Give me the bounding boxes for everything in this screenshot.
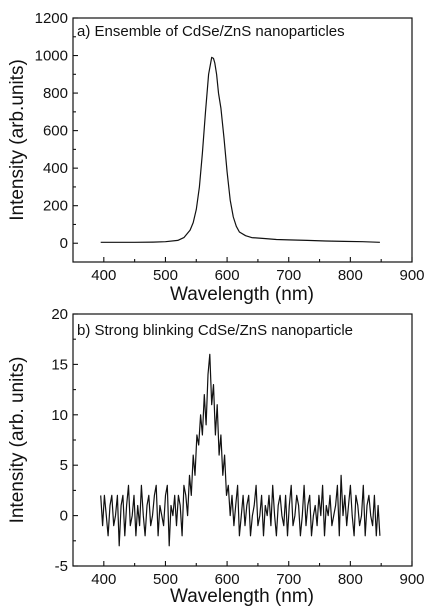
panel-b-y-tick-label: -5 bbox=[55, 558, 68, 575]
panel-a-title: a) Ensemble of CdSe/ZnS nanoparticles bbox=[77, 23, 345, 40]
panel-a-x-tick-label: 700 bbox=[276, 267, 301, 284]
panel-a-x-tick-label: 800 bbox=[338, 267, 363, 284]
panel-b-y-axis-title: Intensity (arb. units) bbox=[7, 357, 28, 524]
panel-a: a) Ensemble of CdSe/ZnS nanoparticles 40… bbox=[7, 10, 425, 305]
panel-a-spectrum-line bbox=[100, 56, 380, 243]
panel-b-x-tick-label: 700 bbox=[276, 571, 301, 588]
panel-a-y-axis-title: Intensity (arb.units) bbox=[7, 59, 28, 221]
panel-b-x-axis: 400 500 600 700 800 900 bbox=[91, 561, 425, 588]
panel-a-y-axis: 0 200 400 600 800 1000 1200 bbox=[35, 10, 78, 252]
panel-a-y-tick-label: 400 bbox=[43, 160, 68, 177]
panel-b-x-axis-title: Wavelength (nm) bbox=[170, 586, 314, 607]
panel-a-x-tick-label: 400 bbox=[91, 267, 116, 284]
panel-a-y-tick-label: 200 bbox=[43, 198, 68, 215]
panel-a-y-tick-label: 600 bbox=[43, 123, 68, 140]
panel-b: b) Strong blinking CdSe/ZnS nanoparticle… bbox=[7, 306, 425, 607]
panel-a-x-tick-label: 900 bbox=[399, 267, 424, 284]
panel-b-x-tick-label: 800 bbox=[338, 571, 363, 588]
panel-b-x-tick-label: 900 bbox=[399, 571, 424, 588]
panel-a-x-tick-label: 600 bbox=[215, 267, 240, 284]
panel-a-x-tick-label: 500 bbox=[153, 267, 178, 284]
panel-b-y-tick-label: 10 bbox=[51, 407, 68, 424]
panel-b-y-tick-label: 5 bbox=[60, 457, 68, 474]
panel-b-spectrum-line bbox=[100, 353, 381, 547]
panel-a-y-tick-label: 0 bbox=[60, 235, 68, 252]
panel-b-y-tick-label: 15 bbox=[51, 356, 68, 373]
panel-b-x-tick-label: 600 bbox=[215, 571, 240, 588]
panel-a-x-axis-title: Wavelength (nm) bbox=[170, 284, 314, 305]
panel-b-x-tick-label: 400 bbox=[91, 571, 116, 588]
panel-a-y-tick-label: 1000 bbox=[35, 48, 68, 65]
panel-b-y-tick-label: 20 bbox=[51, 306, 68, 323]
panel-b-y-tick-label: 0 bbox=[60, 508, 68, 525]
panel-a-y-tick-label: 800 bbox=[43, 85, 68, 102]
panel-a-plot-frame bbox=[72, 17, 413, 263]
panel-b-title: b) Strong blinking CdSe/ZnS nanoparticle bbox=[77, 322, 353, 339]
panel-b-y-axis: -5 0 5 10 15 20 bbox=[51, 306, 78, 575]
panel-b-x-tick-label: 500 bbox=[153, 571, 178, 588]
panel-a-x-axis: 400 500 600 700 800 900 bbox=[91, 257, 425, 284]
panel-a-y-tick-label: 1200 bbox=[35, 10, 68, 27]
